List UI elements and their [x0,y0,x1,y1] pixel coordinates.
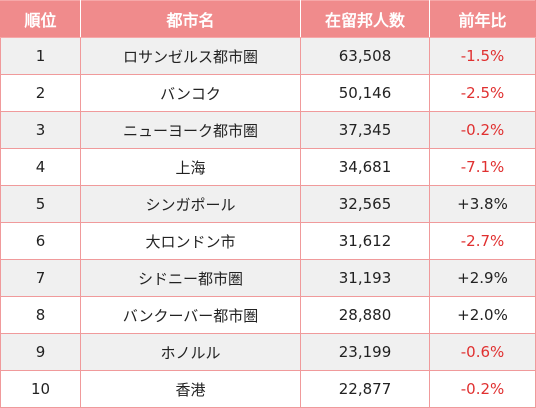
header-row: 順位 都市名 在留邦人数 前年比 [0,0,536,38]
city-cell: ホノルル [80,333,301,371]
table-row: 9 ホノルル 23,199 -0.6% [0,333,536,371]
change-cell: -1.5% [429,37,536,75]
rank-cell: 10 [0,370,81,408]
population-cell: 22,877 [300,370,430,408]
rank-cell: 4 [0,148,81,186]
table-header: 順位 都市名 在留邦人数 前年比 [0,0,536,38]
city-cell: 上海 [80,148,301,186]
table-row: 4 上海 34,681 -7.1% [0,148,536,186]
population-cell: 37,345 [300,111,430,149]
rank-cell: 1 [0,37,81,75]
population-cell: 31,193 [300,259,430,297]
change-cell: -0.2% [429,370,536,408]
rank-cell: 3 [0,111,81,149]
table-row: 8 バンクーバー都市圏 28,880 +2.0% [0,296,536,334]
table-row: 5 シンガポール 32,565 +3.8% [0,185,536,223]
header-change: 前年比 [429,0,536,38]
change-cell: -0.6% [429,333,536,371]
table-row: 7 シドニー都市圏 31,193 +2.9% [0,259,536,297]
change-cell: -2.7% [429,222,536,260]
city-cell: ロサンゼルス都市圏 [80,37,301,75]
city-cell: 大ロンドン市 [80,222,301,260]
rank-cell: 2 [0,74,81,112]
header-rank: 順位 [0,0,81,38]
change-cell: -2.5% [429,74,536,112]
rank-cell: 6 [0,222,81,260]
city-cell: シドニー都市圏 [80,259,301,297]
city-cell: バンコク [80,74,301,112]
population-cell: 23,199 [300,333,430,371]
rank-cell: 5 [0,185,81,223]
table-row: 6 大ロンドン市 31,612 -2.7% [0,222,536,260]
rank-cell: 7 [0,259,81,297]
rank-cell: 9 [0,333,81,371]
header-city: 都市名 [80,0,301,38]
table-row: 3 ニューヨーク都市圏 37,345 -0.2% [0,111,536,149]
table-row: 10 香港 22,877 -0.2% [0,370,536,408]
population-cell: 31,612 [300,222,430,260]
change-cell: -7.1% [429,148,536,186]
population-cell: 50,146 [300,74,430,112]
change-cell: +2.9% [429,259,536,297]
population-cell: 32,565 [300,185,430,223]
header-population: 在留邦人数 [300,0,430,38]
city-cell: バンクーバー都市圏 [80,296,301,334]
table-row: 2 バンコク 50,146 -2.5% [0,74,536,112]
population-cell: 34,681 [300,148,430,186]
rank-cell: 8 [0,296,81,334]
change-cell: +2.0% [429,296,536,334]
table-row: 1 ロサンゼルス都市圏 63,508 -1.5% [0,37,536,75]
population-cell: 63,508 [300,37,430,75]
city-cell: 香港 [80,370,301,408]
change-cell: -0.2% [429,111,536,149]
table-body: 1 ロサンゼルス都市圏 63,508 -1.5% 2 バンコク 50,146 -… [0,37,536,408]
change-cell: +3.8% [429,185,536,223]
city-cell: シンガポール [80,185,301,223]
city-cell: ニューヨーク都市圏 [80,111,301,149]
population-cell: 28,880 [300,296,430,334]
